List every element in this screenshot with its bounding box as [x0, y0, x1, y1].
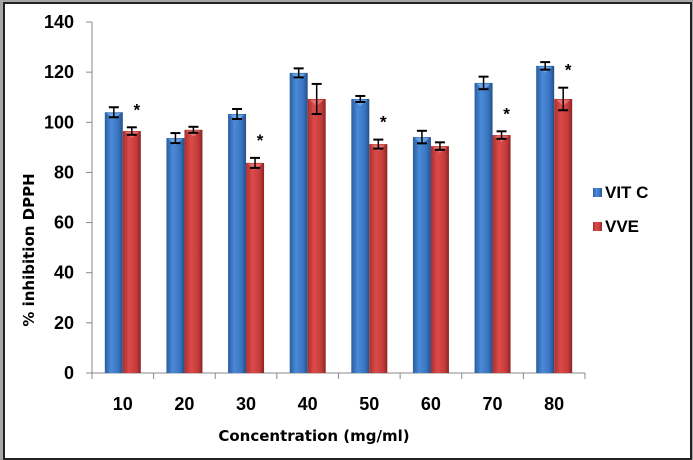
significance-marker: * — [134, 100, 141, 119]
bar-vit-c — [474, 82, 493, 373]
bar-vit-c — [104, 112, 123, 373]
legend-label-vitc: VIT C — [605, 183, 648, 202]
bar-vve — [554, 98, 573, 373]
x-tick-label: 20 — [174, 394, 194, 414]
significance-marker: * — [257, 131, 264, 150]
y-tick-label: 40 — [54, 263, 74, 283]
y-tick-label: 120 — [44, 62, 74, 82]
bar-vit-c — [289, 72, 308, 374]
error-bars — [108, 61, 569, 169]
legend-label-vve: VVE — [605, 217, 639, 236]
bar-vve — [492, 135, 511, 373]
x-tick-label: 10 — [113, 394, 133, 414]
labels: 0 20 40 60 80 100 120 140 10 20 30 40 50 60 70 80 * * * * * — [44, 12, 572, 414]
bar-vve — [430, 146, 449, 373]
y-tick-label: 100 — [44, 112, 74, 132]
x-tick-label: 50 — [359, 394, 379, 414]
y-tick-label: 0 — [64, 363, 74, 383]
y-axis-title: % inhibition DPPH — [20, 173, 38, 326]
significance-marker: * — [503, 104, 510, 123]
bar-vit-c — [412, 137, 431, 373]
legend-swatch-vitc — [593, 188, 602, 197]
y-tick-label: 80 — [54, 162, 74, 182]
bar-vit-c — [536, 65, 555, 373]
x-tick-label: 60 — [421, 394, 441, 414]
x-tick-label: 30 — [236, 394, 256, 414]
x-tick-label: 80 — [544, 394, 564, 414]
bar-vit-c — [166, 138, 185, 373]
bar-vve — [307, 98, 326, 373]
y-tick-label: 60 — [54, 213, 74, 233]
x-tick-label: 70 — [483, 394, 503, 414]
y-tick-label: 140 — [44, 12, 74, 32]
legend: VIT C VVE — [593, 183, 648, 236]
bar-vit-c — [228, 114, 247, 373]
bar-vve — [369, 144, 388, 373]
legend-swatch-vve — [593, 222, 602, 231]
significance-marker: * — [380, 113, 387, 132]
bar-vve — [122, 131, 141, 373]
bar-vit-c — [351, 98, 370, 373]
significance-marker: * — [565, 61, 572, 80]
x-tick-label: 40 — [298, 394, 318, 414]
bars — [104, 65, 573, 374]
x-axis-title: Concentration (mg/ml) — [218, 427, 409, 445]
bar-vve — [246, 162, 265, 373]
y-tick-label: 20 — [54, 313, 74, 333]
bar-vve — [184, 129, 203, 373]
